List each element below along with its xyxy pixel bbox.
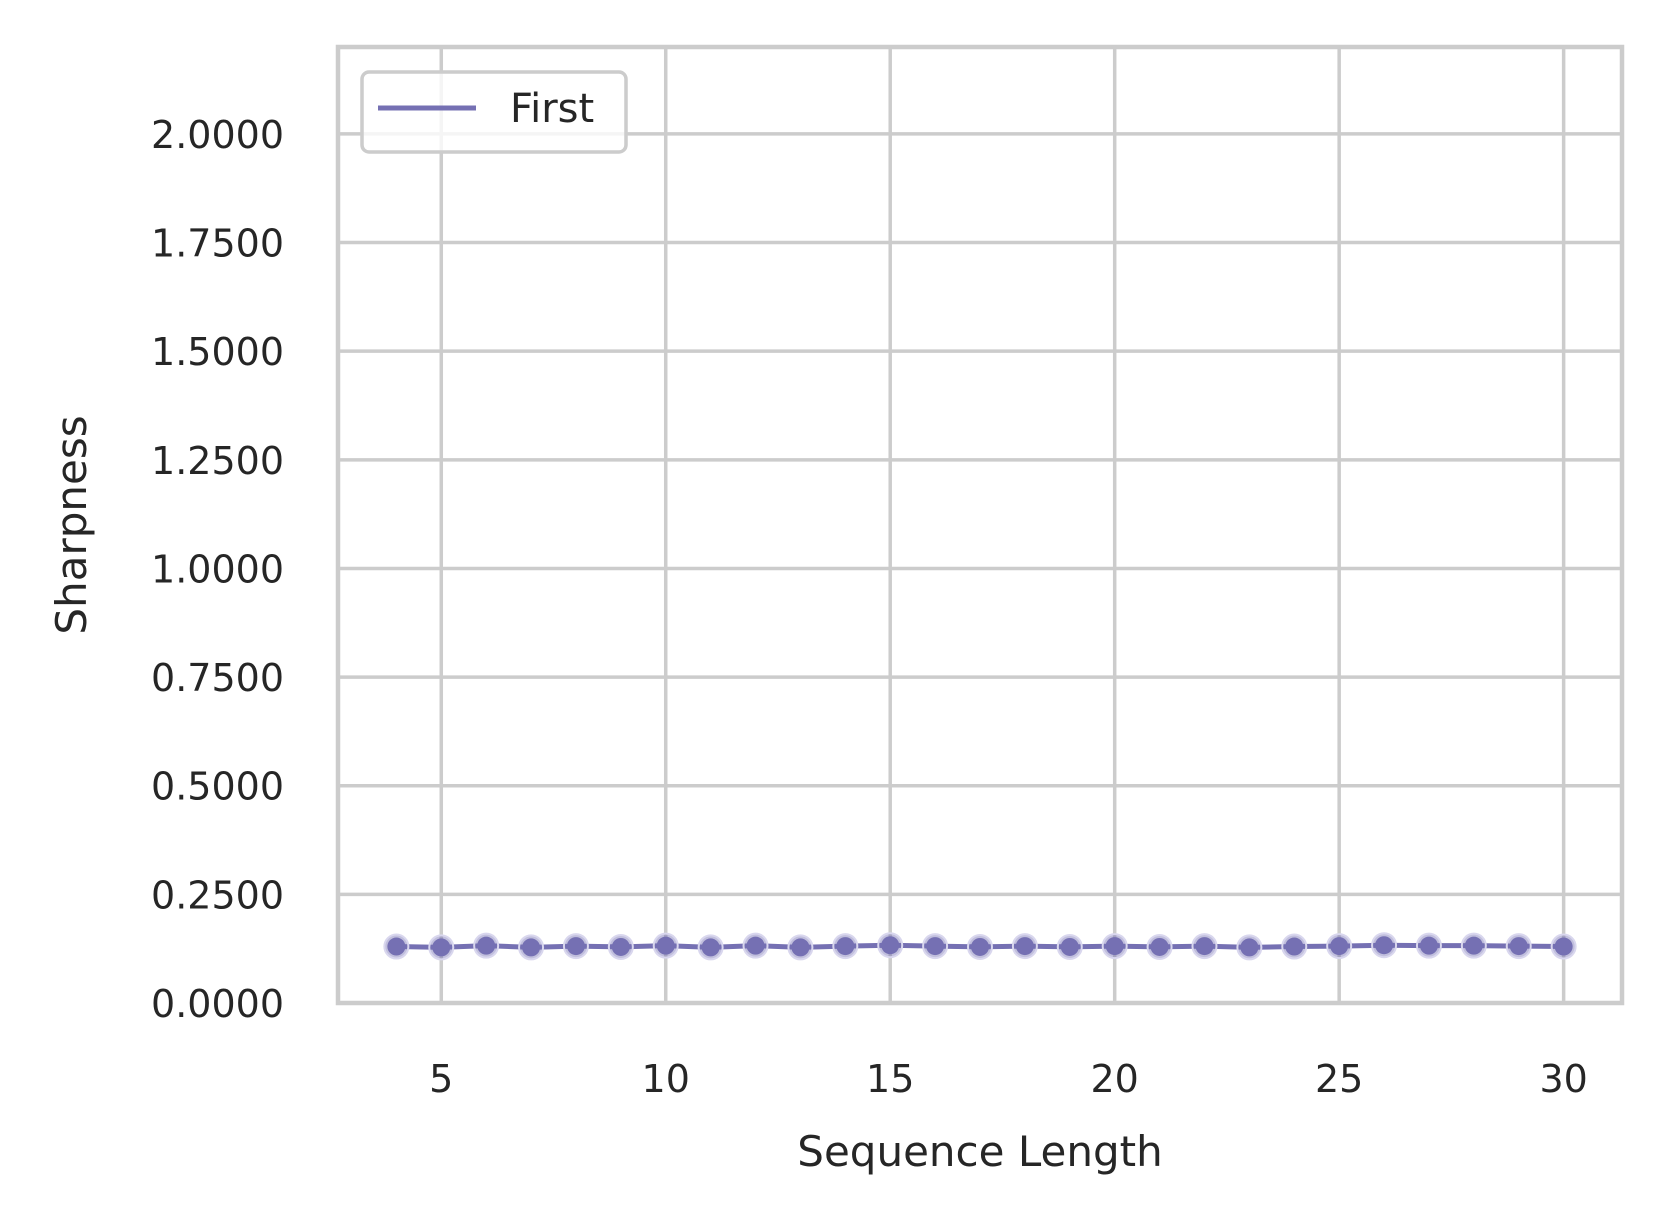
x-tick-label: 15 <box>866 1057 914 1101</box>
x-tick-label: 20 <box>1091 1057 1139 1101</box>
data-point-core <box>1554 937 1573 956</box>
data-point-core <box>926 937 945 956</box>
y-tick-label: 1.2500 <box>151 439 284 483</box>
plot-frame <box>335 44 1625 1006</box>
data-point-core <box>1464 936 1483 955</box>
data-point-core <box>611 937 630 956</box>
x-axis-label: Sequence Length <box>797 1127 1162 1176</box>
data-point-core <box>656 936 675 955</box>
data-point-core <box>1375 936 1394 955</box>
data-point-core <box>522 938 541 957</box>
y-tick-label: 0.2500 <box>151 873 284 917</box>
data-point-core <box>1015 937 1034 956</box>
y-tick-label: 1.7500 <box>151 222 284 266</box>
data-point-core <box>701 938 720 957</box>
data-point-core <box>566 937 585 956</box>
tick-labels: 5 10 15 20 25 30 0.0000 0.2500 0.5000 0.7500 1.000… <box>151 113 1588 1101</box>
data-point-core <box>746 936 765 955</box>
data-point-core <box>477 936 496 955</box>
data-point-core <box>432 938 451 957</box>
y-tick-label: 0.5000 <box>151 765 284 809</box>
y-tick-label: 0.0000 <box>151 982 284 1026</box>
data-point-core <box>836 937 855 956</box>
data-point-core <box>1150 937 1169 956</box>
data-point-core <box>1330 937 1349 956</box>
y-tick-label: 2.0000 <box>151 113 284 157</box>
data-point-core <box>1195 937 1214 956</box>
y-tick-label: 1.5000 <box>151 330 284 374</box>
data-point-core <box>1285 937 1304 956</box>
x-tick-label: 30 <box>1539 1057 1587 1101</box>
legend-label-first: First <box>510 86 594 132</box>
data-point-core <box>791 938 810 957</box>
x-tick-label: 5 <box>429 1057 453 1101</box>
legend-box <box>360 70 628 154</box>
legend: First <box>360 70 628 154</box>
data-point-core <box>387 937 406 956</box>
y-tick-label: 1.0000 <box>151 547 284 591</box>
grid <box>338 47 1622 1005</box>
y-tick-label: 0.7500 <box>151 656 284 700</box>
series-layer <box>383 932 1577 961</box>
data-point-core <box>1240 938 1259 957</box>
data-point-core <box>881 936 900 955</box>
data-point-core <box>1419 936 1438 955</box>
data-point-core <box>1509 937 1528 956</box>
data-point-core <box>1060 937 1079 956</box>
data-point-core <box>1105 937 1124 956</box>
y-axis-label: Sharpness <box>47 415 96 634</box>
x-tick-label: 25 <box>1315 1057 1363 1101</box>
x-tick-label: 10 <box>642 1057 690 1101</box>
data-point-core <box>971 937 989 956</box>
